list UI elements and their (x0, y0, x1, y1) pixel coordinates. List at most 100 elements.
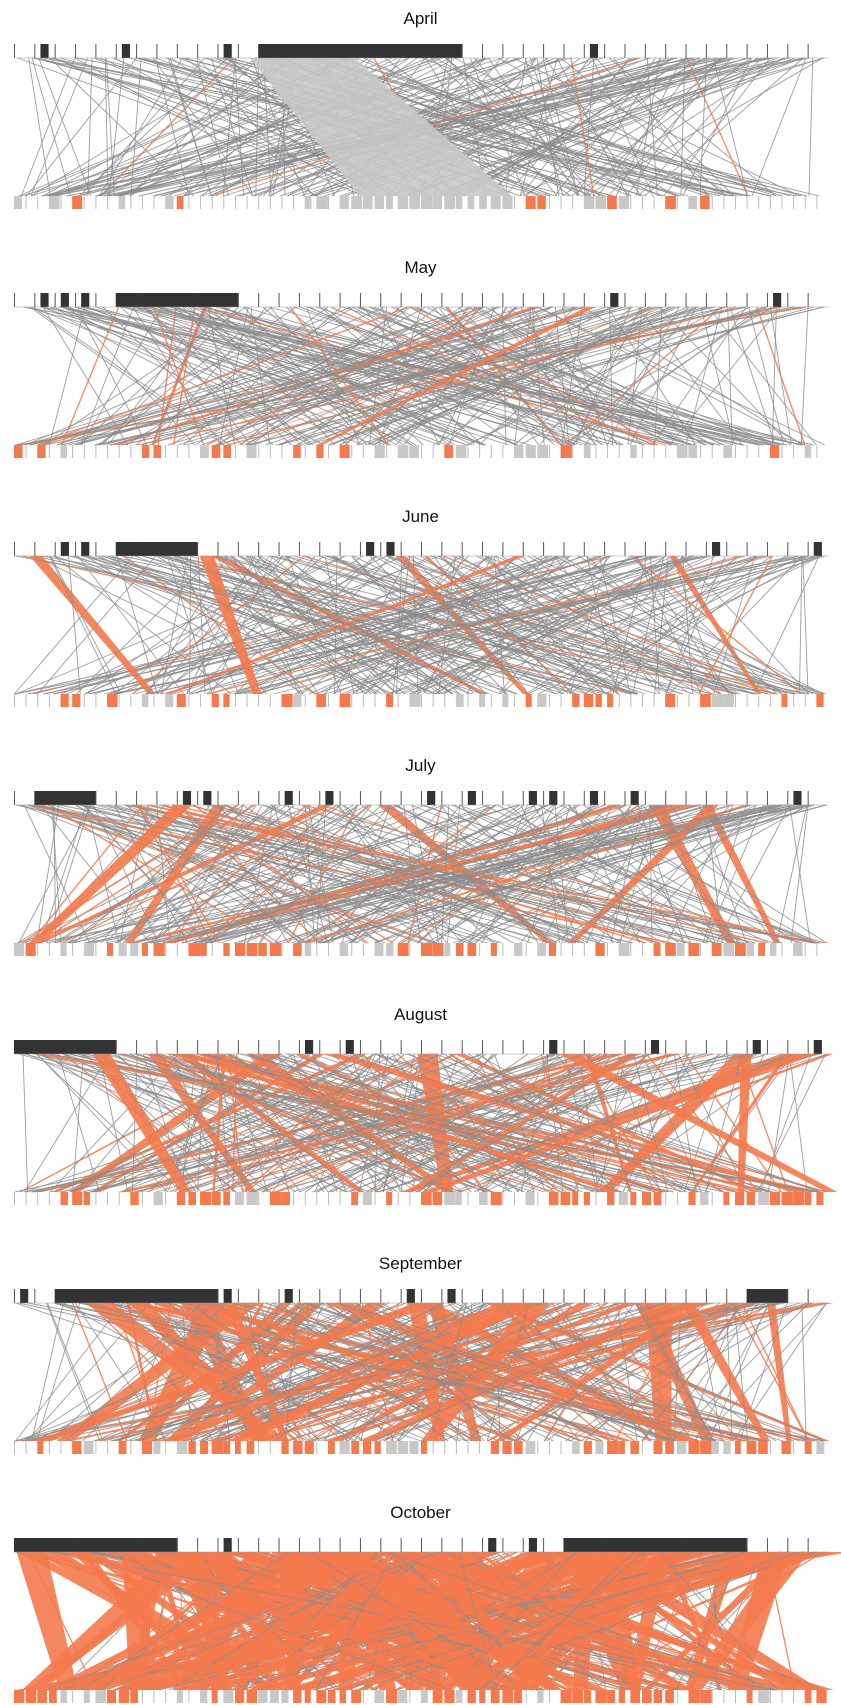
module-block (688, 196, 698, 209)
module-block (316, 1690, 327, 1703)
panel-september: September (14, 1254, 835, 1454)
module-block (374, 1690, 384, 1703)
module-block (583, 196, 595, 209)
link (222, 805, 692, 943)
link (207, 804, 661, 944)
link (64, 804, 520, 944)
link (220, 306, 564, 446)
link (102, 555, 558, 695)
link (142, 555, 684, 695)
link (49, 1053, 180, 1193)
module-block (421, 1690, 428, 1703)
link (386, 1551, 777, 1691)
module-block (560, 1192, 571, 1205)
bottom-modules (14, 196, 818, 209)
module-block (48, 196, 60, 209)
module-block (514, 445, 524, 458)
link (356, 555, 696, 695)
module-block (351, 1690, 362, 1703)
link (513, 1302, 708, 1442)
link (285, 1302, 298, 1442)
module-block (374, 1441, 381, 1454)
link (30, 306, 618, 446)
module-block (490, 196, 501, 209)
link (288, 1302, 665, 1442)
link (157, 555, 363, 695)
link (415, 1053, 635, 1193)
module-block (72, 694, 81, 707)
link (247, 1551, 764, 1691)
module-block (293, 1690, 302, 1703)
link (22, 1053, 29, 1193)
link (44, 1551, 440, 1691)
link (265, 306, 672, 446)
link (109, 306, 608, 446)
module-block (386, 542, 395, 556)
module-block (479, 694, 486, 707)
top-modules (14, 1538, 828, 1553)
module-block (421, 1441, 428, 1454)
link (270, 555, 805, 695)
module-block (81, 293, 90, 307)
link (207, 555, 745, 695)
module-block (374, 943, 384, 956)
module-block (455, 1690, 463, 1703)
link (57, 1302, 746, 1442)
link (220, 1302, 679, 1442)
panel-title: August (394, 1005, 447, 1024)
link (40, 804, 151, 944)
module-block (115, 1538, 137, 1552)
link (391, 306, 715, 446)
link (702, 805, 781, 943)
module-block (284, 1289, 293, 1303)
module-block (293, 943, 302, 956)
link (527, 555, 803, 695)
link (632, 555, 802, 695)
link (244, 1053, 429, 1193)
link (275, 804, 733, 944)
link (114, 804, 583, 944)
link (352, 1053, 556, 1193)
link (301, 805, 804, 943)
link (128, 1302, 617, 1442)
link (197, 57, 315, 197)
module-block (153, 943, 165, 956)
module-block (421, 196, 433, 209)
panel-title: April (403, 9, 437, 28)
module-block (502, 1441, 512, 1454)
link (725, 1302, 733, 1442)
link (343, 804, 494, 944)
module-block (223, 943, 230, 956)
module-block (804, 1441, 812, 1454)
module-block (676, 1441, 687, 1454)
link (131, 804, 532, 944)
module-block (95, 1040, 117, 1054)
link (56, 306, 386, 446)
link (376, 1053, 826, 1193)
module-block (758, 943, 766, 956)
module-block (118, 943, 127, 956)
link (260, 555, 560, 695)
module-block (386, 1192, 393, 1205)
module-block (447, 1289, 456, 1303)
module-block (583, 1538, 605, 1552)
link (84, 555, 283, 695)
link (78, 57, 486, 197)
module-block (676, 445, 688, 458)
link (278, 306, 824, 446)
module-block (607, 1192, 615, 1205)
link (113, 555, 291, 695)
link (289, 306, 389, 446)
link (340, 57, 730, 197)
link (665, 555, 714, 695)
module-block (653, 1192, 662, 1205)
module-block (618, 1192, 628, 1205)
link (28, 57, 51, 197)
module-block (528, 1538, 537, 1552)
module-block (665, 1538, 686, 1552)
link (72, 1053, 84, 1193)
module-block (14, 1040, 35, 1054)
link (85, 1303, 735, 1441)
link (232, 1303, 538, 1441)
module-block (409, 445, 419, 458)
